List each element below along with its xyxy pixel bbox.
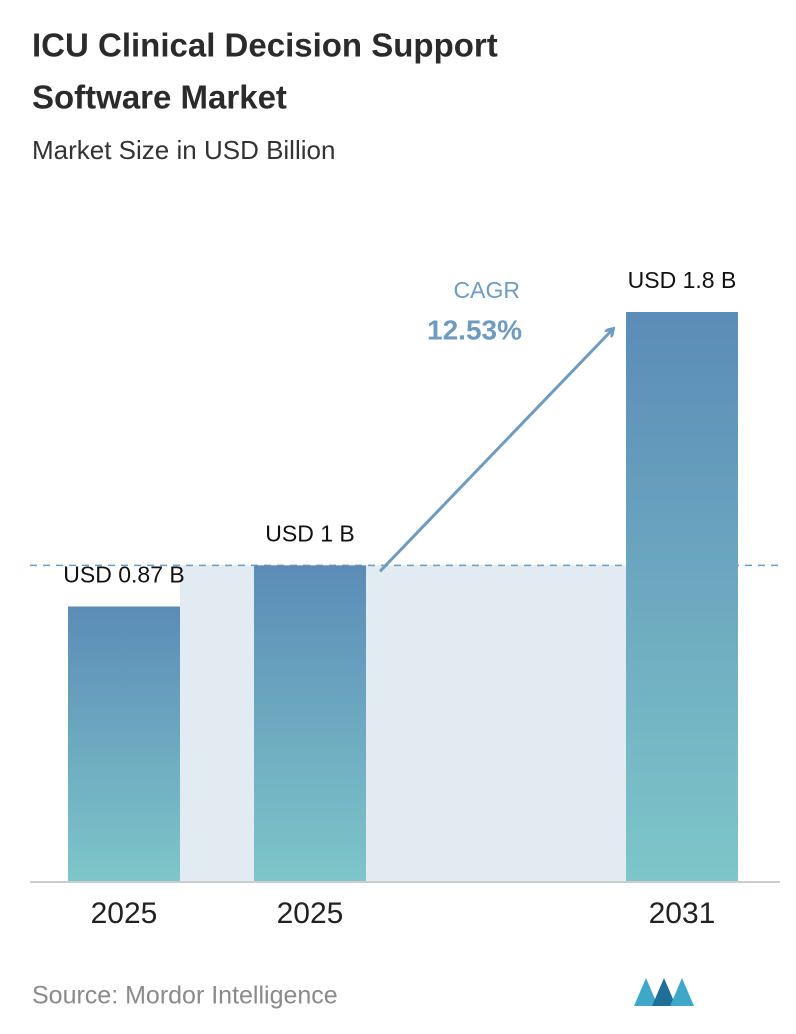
shaded-area: [180, 565, 254, 882]
value-label: USD 0.87 B: [63, 562, 184, 588]
cagr-arrow: [378, 330, 612, 573]
x-tick-label: 2025: [277, 897, 344, 930]
bar: [626, 312, 738, 882]
value-label: USD 1 B: [265, 520, 354, 546]
source: Source: Mordor Intelligence: [32, 982, 338, 1010]
bar: [254, 565, 366, 882]
cagr-value: 12.53%: [427, 314, 522, 345]
x-tick-label: 2025: [91, 897, 158, 930]
chart-subtitle: Market Size in USD Billion: [32, 135, 335, 165]
x-tick-label: 2031: [649, 897, 716, 930]
cagr-label: CAGR: [454, 277, 520, 303]
chart-title: Software Market: [32, 79, 287, 116]
background-shading: [180, 565, 626, 882]
logo: [634, 978, 694, 1006]
bar: [68, 606, 180, 882]
value-label: USD 1.8 B: [628, 267, 737, 293]
shaded-area: [366, 565, 626, 882]
chart-title: ICU Clinical Decision Support: [32, 27, 498, 64]
